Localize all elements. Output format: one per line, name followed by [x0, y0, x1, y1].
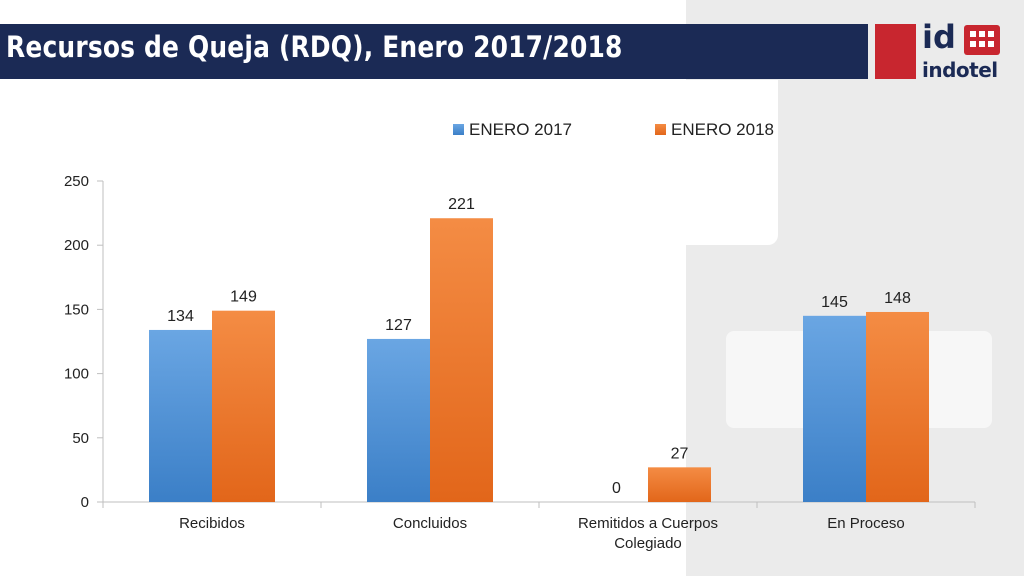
category-label: Recibidos — [179, 515, 245, 532]
svg-text:id: id — [922, 20, 956, 56]
y-tick-label: 0 — [81, 494, 89, 511]
category-label: Colegiado — [614, 535, 682, 552]
data-label: 221 — [448, 196, 475, 213]
data-label: 145 — [821, 294, 848, 311]
y-tick-label: 200 — [64, 237, 89, 254]
category-label: En Proceso — [827, 515, 905, 532]
category-label: Remitidos a Cuerpos — [578, 515, 718, 532]
bar-2017 — [149, 329, 212, 502]
data-label: 148 — [884, 290, 911, 307]
bar-2018 — [430, 218, 493, 502]
data-label: 27 — [671, 445, 689, 462]
bar-2018 — [212, 310, 275, 502]
brand-red-block — [875, 24, 916, 79]
indotel-logo-icon: id — [922, 20, 1000, 56]
legend-swatch-2017 — [453, 124, 464, 135]
slide-title: Recursos de Queja (RDQ), Enero 2017/2018 — [6, 30, 623, 64]
bar-2018 — [648, 467, 711, 502]
legend-label-2017: ENERO 2017 — [469, 120, 572, 139]
logo-wordmark: indotel — [922, 58, 998, 82]
legend-label-2018: ENERO 2018 — [671, 120, 774, 139]
y-tick-label: 50 — [72, 430, 89, 447]
data-label: 0 — [612, 480, 621, 497]
legend-swatch-2018 — [655, 124, 666, 135]
title-bar — [0, 24, 868, 79]
bar-2017 — [367, 338, 430, 502]
data-label: 134 — [167, 308, 194, 325]
data-label: 127 — [385, 317, 412, 334]
y-tick-label: 100 — [64, 366, 89, 383]
data-label: 149 — [230, 289, 257, 306]
y-tick-label: 250 — [64, 173, 89, 190]
category-label: Concluidos — [393, 515, 467, 532]
bar-2017 — [803, 315, 866, 502]
y-tick-label: 150 — [64, 301, 89, 318]
bar-2018 — [866, 311, 929, 502]
background-cutout — [686, 80, 778, 245]
